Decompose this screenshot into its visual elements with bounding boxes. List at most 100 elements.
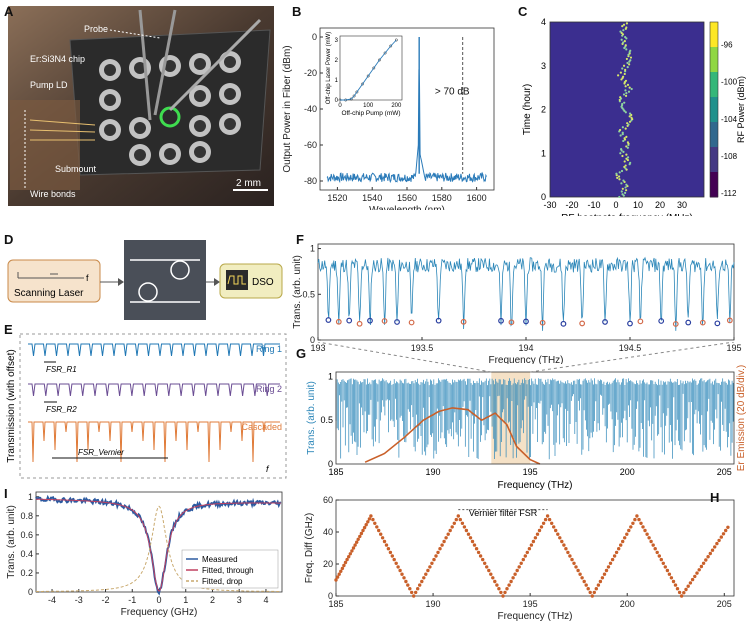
x-tick-label: 195 (726, 343, 741, 353)
beatnote-point (625, 22, 629, 25)
colorbar-segment (710, 172, 718, 198)
inset-x-label: Off-chip Pump (mW) (341, 110, 400, 117)
beatnote-point (622, 23, 626, 26)
beatnote-point (626, 158, 630, 162)
freq-diff-point (334, 578, 338, 582)
freq-diff-point (464, 528, 469, 533)
beatnote-point (622, 93, 626, 96)
freq-diff-point (580, 576, 584, 580)
freq-diff-point (612, 554, 617, 558)
y-tick-label: 4 (541, 17, 546, 27)
beatnote-point (625, 91, 628, 95)
freq-diff-point (537, 528, 542, 533)
freq-diff-point (677, 590, 682, 595)
x-tick-label: 1560 (397, 193, 417, 203)
resonance-marker (498, 317, 504, 324)
beatnote-point (621, 131, 624, 134)
freq-diff-point (643, 528, 647, 533)
freq-diff-point (452, 521, 456, 525)
resonance-marker (658, 318, 665, 324)
x-axis-label: Frequency (THz) (497, 611, 572, 622)
inset-y-tick-label: 3 (335, 38, 339, 44)
x-tick-label: 193 (310, 343, 325, 353)
freq-diff-point (556, 532, 560, 536)
freq-diff-point (584, 583, 588, 587)
freq-diff-point (679, 594, 684, 598)
chart-i: -4 -3 -2 -1 0 1 2 3 4 0 0.2 0.4 0.6 0.8 1 Frequency (GH… (6, 491, 283, 618)
freq-diff-point (487, 568, 491, 573)
freq-diff-point (454, 517, 458, 522)
beatnote-point (618, 128, 622, 132)
freq-diff-point (342, 563, 346, 568)
y-tick-label: 1 (310, 244, 315, 254)
freq-diff-point (359, 531, 364, 536)
freq-diff-point (460, 521, 465, 525)
beatnote-point (619, 71, 622, 74)
beatnote-point (628, 112, 632, 115)
dso-label: DSO (252, 277, 274, 288)
resonance-marker (325, 317, 332, 323)
beatnote-point (625, 157, 628, 160)
freq-diff-point (576, 568, 580, 573)
trace-1 (28, 383, 280, 397)
label-submount: Submount (55, 164, 97, 174)
freq-diff-point (412, 594, 416, 598)
freq-diff-point (686, 584, 690, 588)
chart-f: 193 193.5 194 194.5 195 0 0.5 1 Frequency (THz) T… (292, 243, 742, 366)
colorbar-tick-label: -108 (721, 152, 738, 161)
x-tick-label: 195 (523, 467, 538, 477)
freq-diff-point (604, 568, 609, 573)
freq-diff-point (724, 528, 728, 533)
beatnote-point (620, 169, 624, 173)
resonance-marker (539, 319, 546, 326)
freq-diff-point (564, 547, 568, 551)
freq-diff-point (373, 521, 377, 525)
plot-frame (335, 371, 735, 465)
resonance-marker (381, 318, 388, 324)
fitted-through-line (36, 498, 281, 592)
beatnote-point (622, 64, 626, 67)
x-tick-label: 4 (263, 595, 268, 605)
beatnote-point (625, 145, 628, 148)
panel-h: 185 190 195 200 205 0 20 40 60 Frequency (THz) Fre… (290, 490, 750, 623)
y-tick-label: 0.4 (20, 549, 33, 559)
beatnote-point (621, 187, 624, 190)
freq-diff-point (489, 572, 493, 576)
y-tick-label: -80 (304, 176, 317, 186)
y-tick-label: -20 (304, 68, 317, 78)
freq-diff-point (396, 565, 400, 569)
freq-diff-point (667, 572, 672, 576)
colorbar-tick-label: -104 (721, 115, 738, 124)
resonance-marker (560, 320, 567, 327)
x-tick-label: -1 (128, 595, 136, 605)
beatnote-point (618, 195, 621, 199)
beatnote-point (617, 175, 621, 178)
freq-diff-point (704, 558, 708, 562)
colorbar-label: RF Power (dBm) (736, 76, 746, 143)
freq-diff-point (629, 525, 633, 529)
freq-diff-point (647, 536, 651, 540)
beatnote-point (624, 44, 627, 47)
chart-b: 1520 1540 1560 1580 1600 0 -20 -40 -60 -80 Wavelen… (282, 27, 495, 216)
beatnote-point (624, 35, 627, 39)
freq-diff-point (578, 572, 582, 576)
freq-diff-point (547, 517, 552, 522)
freq-diff-point (610, 557, 615, 562)
x-axis-label: RF beatnote frequency (MHz) (561, 213, 693, 216)
beatnote-point (616, 176, 619, 179)
x-tick-label: 0 (156, 595, 161, 605)
trace-2 (28, 421, 280, 463)
beatnote-point (624, 164, 627, 167)
laser-label: Scanning Laser (14, 288, 84, 299)
x-axis-label: Frequency (GHz) (121, 607, 198, 618)
x-tick-label: 1520 (327, 193, 347, 203)
freq-diff-point (586, 587, 590, 591)
inset-x-tick-label: 100 (363, 103, 374, 109)
inset-point (383, 51, 387, 55)
freq-diff-point (466, 532, 471, 536)
ring-2-icon (138, 282, 158, 302)
ring-1-icon (170, 260, 190, 280)
freq-diff-point (697, 568, 701, 572)
freq-diff-point (337, 572, 341, 576)
plot-frame (317, 243, 735, 341)
